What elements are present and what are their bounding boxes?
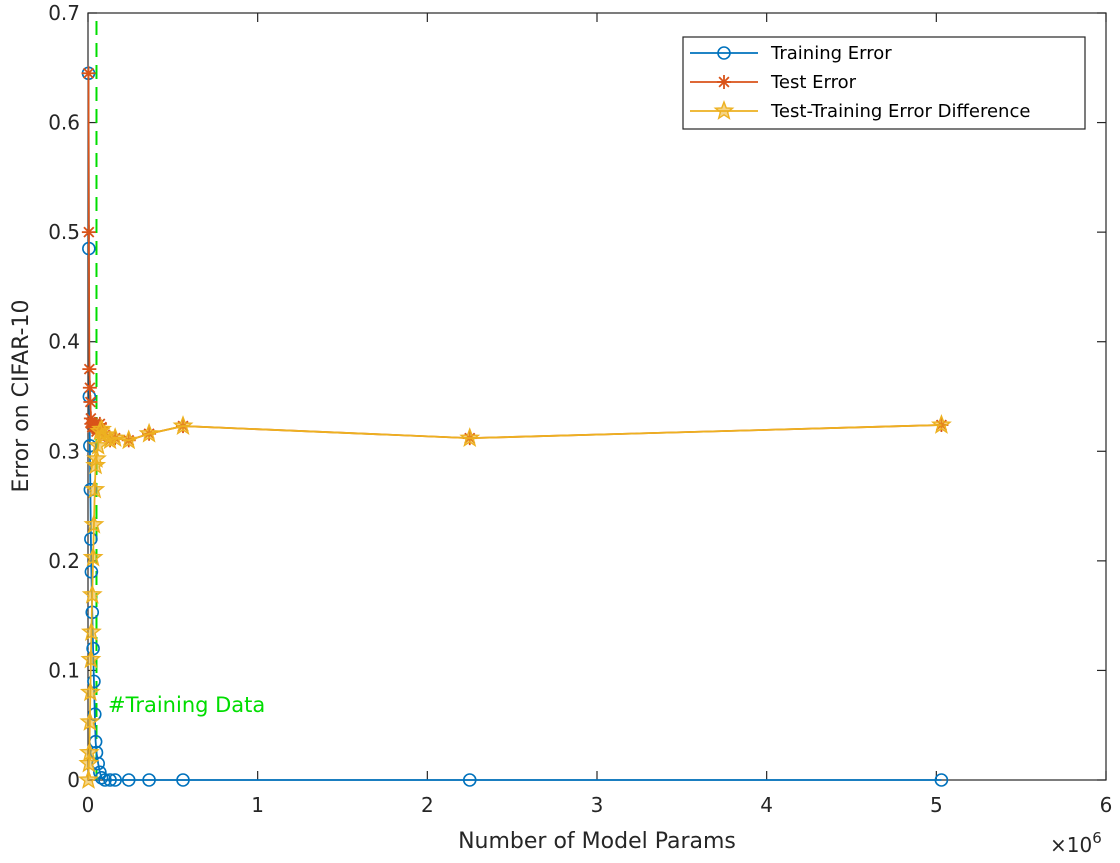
x-tick-label: 5	[930, 793, 943, 817]
data-point	[83, 513, 105, 534]
data-point	[934, 773, 949, 787]
data-point	[82, 380, 97, 395]
data-point	[87, 674, 101, 689]
x-tick-label: 6	[1100, 793, 1113, 817]
training-data-label: #Training Data	[108, 693, 265, 717]
data-point	[78, 741, 100, 762]
x-tick-label: 2	[421, 793, 434, 817]
data-point	[108, 773, 122, 787]
legend: Training Error Test Error Test-Training Er…	[682, 36, 1086, 130]
x-axis-label: Number of Model Params	[458, 829, 736, 854]
legend-marker	[717, 46, 731, 60]
data-point	[83, 394, 98, 409]
y-axis-ticks: 0 0.1 0.2 0.3 0.4 0.5 0.6 0.7	[48, 1, 1106, 792]
x-axis-ticks: 0 1 2 3 4 5 6	[82, 13, 1113, 817]
x-tick-label: 0	[82, 793, 95, 817]
data-point	[80, 621, 102, 641]
data-point	[176, 773, 190, 787]
x-exponent-power: 6	[1092, 829, 1102, 847]
data-point	[79, 710, 101, 731]
legend-item: Test Error	[690, 72, 857, 93]
x-exponent-base: ×10	[1050, 833, 1092, 857]
data-point	[118, 429, 140, 450]
data-point	[82, 546, 104, 567]
legend-label: Test-Training Error Difference	[770, 101, 1030, 122]
legend-items: Training Error Test Error Test-Training Er…	[690, 43, 1030, 122]
series-group	[78, 66, 952, 789]
data-point	[459, 427, 481, 448]
data-point	[81, 583, 103, 604]
legend-item: Test-Training Error Difference	[690, 100, 1030, 122]
data-point	[98, 773, 112, 787]
data-point	[462, 773, 477, 787]
data-point	[104, 427, 126, 448]
data-point	[82, 362, 97, 377]
y-tick-label: 0.2	[48, 549, 80, 573]
y-tick-label: 0	[67, 768, 80, 792]
y-tick-label: 0.5	[48, 220, 80, 244]
legend-marker	[717, 75, 731, 89]
legend-item: Training Error	[690, 43, 892, 64]
legend-label: Test Error	[770, 72, 857, 93]
series-3	[78, 414, 952, 789]
data-point	[85, 454, 107, 475]
y-tick-label: 0.6	[48, 111, 80, 135]
data-point	[80, 648, 102, 669]
data-point	[930, 414, 952, 434]
x-tick-label: 4	[760, 793, 773, 817]
data-point	[81, 66, 96, 81]
data-point	[84, 565, 99, 579]
data-point	[84, 478, 106, 499]
legend-label: Training Error	[770, 43, 892, 64]
data-point	[84, 532, 98, 546]
data-point	[142, 773, 156, 787]
y-tick-label: 0.1	[48, 658, 80, 682]
data-point	[78, 769, 99, 789]
x-tick-label: 3	[591, 793, 604, 817]
plot-area	[87, 12, 1107, 781]
data-point	[81, 225, 96, 240]
data-point	[172, 415, 194, 435]
data-point	[86, 447, 107, 468]
y-axis-label: Error on CIFAR-10	[9, 300, 34, 493]
y-tick-label: 0.3	[48, 439, 80, 463]
data-point	[138, 422, 160, 443]
x-exponent-label: ×106	[1050, 829, 1102, 857]
x-tick-label: 1	[251, 793, 264, 817]
legend-marker	[713, 100, 735, 120]
data-point	[87, 434, 109, 455]
data-point	[103, 773, 117, 787]
y-tick-label: 0.4	[48, 330, 80, 354]
data-point	[79, 681, 101, 702]
y-tick-label: 0.7	[48, 1, 80, 25]
data-point	[121, 773, 136, 787]
